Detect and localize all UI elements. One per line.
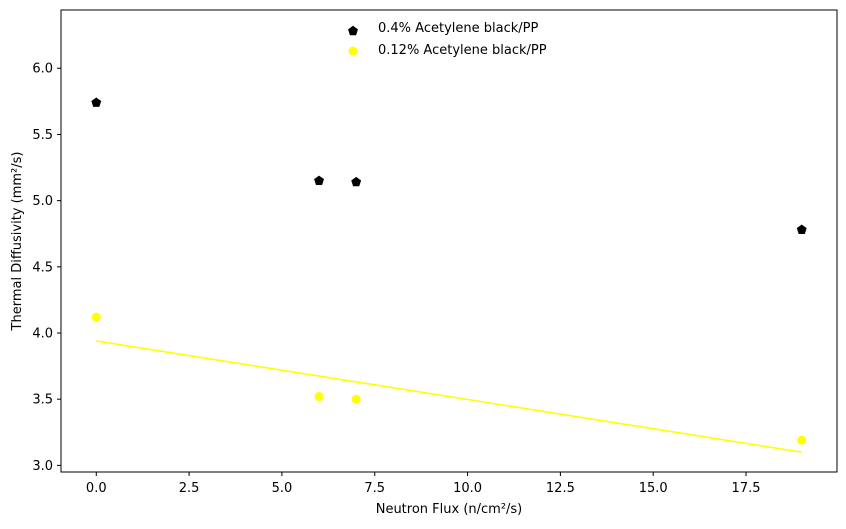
x-tick-label: 2.5 bbox=[179, 481, 200, 496]
legend-label-1: 0.12% Acetylene black/PP bbox=[378, 43, 547, 58]
x-tick-label: 5.0 bbox=[272, 481, 293, 496]
legend: 0.4% Acetylene black/PP 0.12% Acetylene … bbox=[348, 21, 547, 58]
y-tick-label: 4.5 bbox=[32, 260, 53, 275]
legend-label-0: 0.4% Acetylene black/PP bbox=[378, 21, 538, 36]
y-tick-label: 3.0 bbox=[32, 459, 53, 474]
x-tick-label: 17.5 bbox=[732, 481, 761, 496]
data-point-series-1 bbox=[797, 435, 807, 445]
data-point-series-1 bbox=[351, 394, 361, 404]
x-axis-ticks: 0.0 2.5 5.0 7.5 10.0 12.5 15.0 17.5 bbox=[86, 472, 761, 496]
legend-marker-0-shape bbox=[348, 25, 358, 36]
data-point-series-1 bbox=[91, 312, 101, 322]
x-tick-label: 12.5 bbox=[546, 481, 575, 496]
trend-line bbox=[96, 340, 802, 453]
legend-marker-1 bbox=[348, 46, 358, 56]
legend-marker-1-shape bbox=[348, 46, 358, 56]
plot-area bbox=[60, 9, 838, 473]
data-point-series-0 bbox=[91, 97, 102, 107]
y-axis-ticks: 3.0 3.5 4.0 4.5 5.0 5.5 6.0 bbox=[32, 62, 61, 474]
y-tick-label: 6.0 bbox=[32, 62, 53, 77]
data-point-series-0 bbox=[796, 224, 807, 234]
y-tick-label: 5.0 bbox=[32, 194, 53, 209]
x-tick-label: 10.0 bbox=[453, 481, 482, 496]
y-tick-label: 4.0 bbox=[32, 327, 53, 342]
legend-marker-0 bbox=[348, 25, 358, 36]
x-tick-label: 7.5 bbox=[364, 481, 385, 496]
y-axis-label: Thermal Diffusivity (mm²/s) bbox=[10, 152, 25, 332]
data-point-series-0 bbox=[314, 175, 324, 185]
data-point-series-1 bbox=[314, 392, 324, 402]
marks bbox=[91, 97, 807, 453]
y-tick-label: 5.5 bbox=[32, 128, 53, 143]
x-axis-label: Neutron Flux (n/cm²/s) bbox=[376, 502, 523, 517]
data-point-series-0 bbox=[351, 176, 362, 187]
x-tick-label: 0.0 bbox=[86, 481, 107, 496]
y-tick-label: 3.5 bbox=[32, 393, 53, 408]
x-tick-label: 15.0 bbox=[639, 481, 668, 496]
